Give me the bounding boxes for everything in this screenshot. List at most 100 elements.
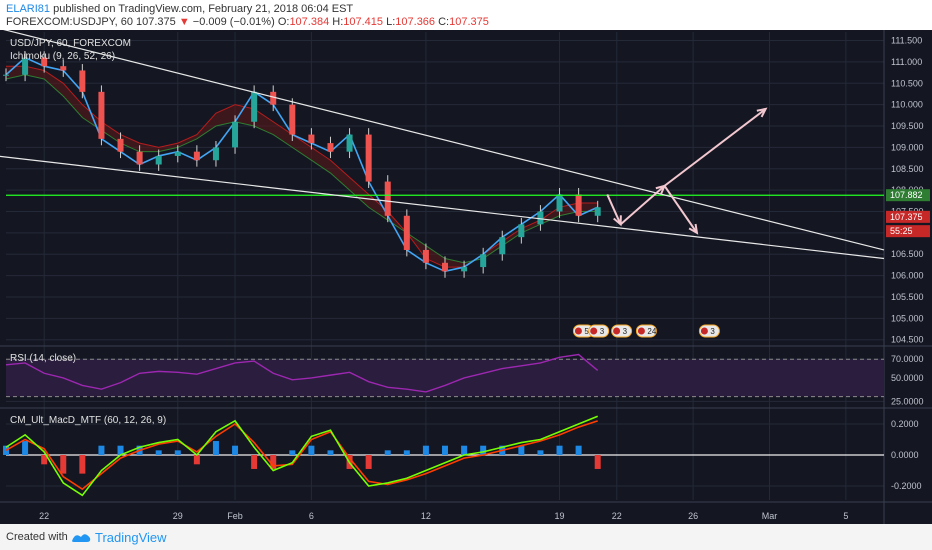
x-tick-label: 19 bbox=[555, 511, 565, 521]
high-label: H: bbox=[332, 16, 344, 28]
publish-line: ELARI81 published on TradingView.com, Fe… bbox=[6, 3, 353, 15]
macd-line bbox=[5, 415, 598, 497]
down-arrow-icon: ▼ bbox=[178, 16, 190, 28]
y-tick-label: -0.2000 bbox=[891, 481, 922, 491]
y-tick-label: 70.0000 bbox=[891, 354, 924, 364]
macd-histogram-bar bbox=[232, 445, 239, 455]
rsi-pane-title: RSI (14, close) bbox=[10, 353, 76, 364]
candle-body bbox=[518, 224, 525, 238]
footer: Created with TradingView bbox=[0, 524, 932, 550]
flag-icon bbox=[574, 327, 582, 335]
macd-histogram-bar bbox=[537, 450, 544, 455]
y-tick-label: 109.000 bbox=[891, 142, 924, 152]
macd-histogram-bar bbox=[289, 450, 296, 455]
flag-icon bbox=[613, 327, 621, 335]
y-tick-label: 110.000 bbox=[891, 100, 923, 110]
candle-body bbox=[480, 254, 487, 268]
macd-signal-line bbox=[5, 420, 598, 491]
event-badge-count: 5 bbox=[584, 327, 589, 336]
chart-canvas[interactable]: 111.500 111.000 110.500 110.000 109.500 109.0… bbox=[0, 30, 932, 524]
candle-body bbox=[79, 70, 86, 92]
low-value: 107.366 bbox=[395, 16, 436, 28]
senkou-span-b-line bbox=[6, 65, 598, 268]
y-tick-label: 105.000 bbox=[891, 313, 924, 323]
candle-body bbox=[365, 134, 372, 182]
last-price: 107.375 bbox=[136, 16, 176, 28]
trendline-lower bbox=[0, 155, 885, 260]
y-tick-label: 111.500 bbox=[891, 36, 922, 46]
candle-body bbox=[422, 249, 429, 263]
candle-body bbox=[289, 104, 296, 135]
candle-body bbox=[327, 143, 334, 152]
y-tick-label: 109.500 bbox=[891, 121, 924, 131]
x-tick-label: 22 bbox=[612, 511, 622, 521]
y-tick-label: 0.2000 bbox=[891, 419, 919, 429]
macd-histogram-bar bbox=[403, 450, 410, 455]
rsi-line bbox=[5, 353, 599, 393]
macd-histogram-bar bbox=[594, 455, 601, 469]
symbol-label: FOREXCOM:USDJPY, 60 bbox=[6, 16, 133, 28]
candle-body bbox=[594, 207, 601, 216]
y-tick-label: 104.500 bbox=[891, 335, 924, 345]
macd-histogram-bar bbox=[3, 445, 9, 455]
event-badge-count: 3 bbox=[623, 327, 628, 336]
ichimoku-legend: Ichimoku (9, 26, 52, 26) bbox=[10, 51, 115, 62]
price-axis-label bbox=[886, 210, 930, 223]
macd-histogram-bar bbox=[556, 445, 563, 455]
y-tick-label: 106.500 bbox=[891, 249, 924, 259]
published-text: published on TradingView.com, February 2… bbox=[53, 3, 354, 15]
high-value: 107.415 bbox=[343, 16, 384, 28]
price-axis-label bbox=[886, 225, 930, 238]
candle-body bbox=[232, 121, 239, 148]
chart-header: ELARI81 published on TradingView.com, Fe… bbox=[0, 0, 932, 30]
y-tick-label: 25.0000 bbox=[891, 396, 924, 406]
price-line bbox=[5, 56, 599, 273]
flag-icon bbox=[700, 327, 708, 335]
candle-body bbox=[346, 134, 353, 152]
macd-histogram-bar bbox=[79, 455, 86, 474]
macd-histogram-bar bbox=[327, 450, 334, 455]
low-label: L: bbox=[386, 16, 396, 28]
x-tick-label: Feb bbox=[227, 511, 243, 521]
macd-histogram-bar bbox=[251, 455, 258, 469]
macd-histogram-bar bbox=[41, 455, 48, 465]
macd-pane-title: CM_Ult_MacD_MTF (60, 12, 26, 9) bbox=[10, 415, 166, 426]
event-badge-count: 24 bbox=[647, 327, 656, 336]
tradingview-logo-icon bbox=[72, 534, 91, 542]
macd-histogram-bar bbox=[98, 445, 105, 455]
close-label: C: bbox=[438, 16, 450, 28]
close-value: 107.375 bbox=[449, 16, 489, 28]
chart-area[interactable]: 111.500 111.000 110.500 110.000 109.500 109.0… bbox=[0, 30, 932, 524]
flag-icon bbox=[637, 327, 645, 335]
tradingview-brand[interactable]: TradingView bbox=[95, 530, 167, 545]
candle-body bbox=[461, 267, 468, 272]
candle-body bbox=[136, 151, 143, 165]
arrowhead bbox=[613, 215, 622, 227]
macd-histogram-bar bbox=[461, 445, 468, 455]
author-link[interactable]: ELARI81 bbox=[6, 3, 51, 15]
projection-arrow bbox=[663, 185, 698, 234]
price-axis-label bbox=[886, 189, 930, 202]
macd-histogram-bar bbox=[308, 445, 315, 455]
y-tick-label: 0.0000 bbox=[891, 450, 919, 460]
macd-histogram-bar bbox=[155, 450, 162, 455]
macd-histogram-bar bbox=[480, 445, 487, 455]
created-with-text: Created with bbox=[6, 531, 68, 543]
rsi-band bbox=[6, 359, 884, 397]
x-tick-label: 5 bbox=[843, 511, 848, 521]
candle-body bbox=[98, 91, 105, 139]
open-label: O: bbox=[277, 16, 290, 28]
projection-arrow bbox=[619, 185, 666, 226]
candle-body bbox=[270, 91, 277, 105]
y-tick-label: 50.0000 bbox=[891, 373, 924, 383]
y-tick-label: 105.500 bbox=[891, 292, 924, 302]
candle-body bbox=[499, 237, 506, 255]
candle-body bbox=[212, 147, 219, 161]
candle-body bbox=[575, 194, 582, 216]
chart-background bbox=[0, 30, 932, 524]
y-tick-label: 110.500 bbox=[891, 78, 923, 88]
macd-histogram-bar bbox=[22, 441, 29, 455]
macd-histogram-bar bbox=[193, 455, 200, 465]
macd-histogram-bar bbox=[60, 455, 67, 474]
candle-body bbox=[60, 66, 67, 71]
